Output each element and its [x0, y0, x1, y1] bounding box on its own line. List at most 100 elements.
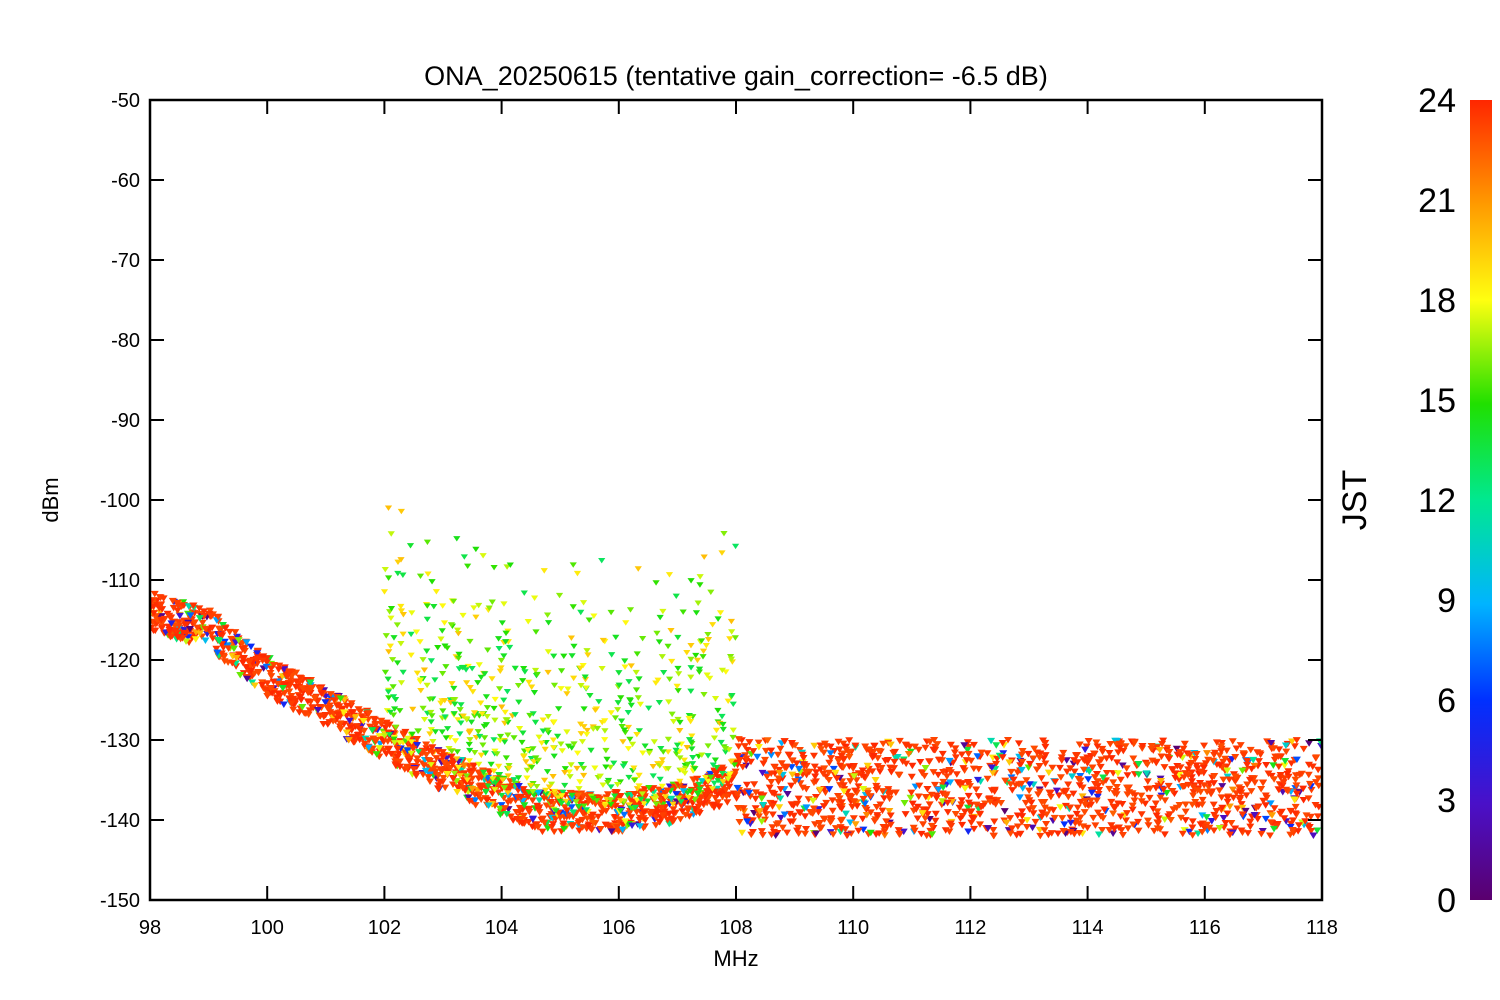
y-tick-label: -50: [111, 90, 140, 112]
scatter-point: [685, 715, 693, 722]
noise-sample: [658, 812, 667, 819]
scatter-point: [500, 601, 508, 607]
scatter-point: [702, 775, 710, 781]
noise-sample: [1005, 759, 1014, 766]
scatter-point: [502, 630, 510, 637]
noise-sample: [368, 727, 377, 734]
noise-sample: [1070, 768, 1079, 776]
noise-sample: [1219, 776, 1228, 784]
noise-sample: [173, 607, 182, 615]
noise-sample: [647, 808, 656, 816]
noise-sample: [504, 792, 513, 799]
scatter-point: [687, 688, 695, 695]
scatter-point: [391, 706, 399, 712]
noise-sample: [957, 751, 966, 759]
noise-sample: [1087, 797, 1096, 805]
scatter-point: [477, 674, 485, 681]
x-tick-label: 112: [954, 917, 986, 939]
scatter-point: [639, 750, 647, 756]
scatter-point: [687, 665, 695, 671]
scatter-point: [696, 582, 704, 588]
noise-sample: [401, 728, 410, 736]
noise-sample: [1122, 765, 1131, 772]
noise-sample: [923, 785, 932, 793]
noise-sample: [563, 807, 572, 814]
noise-sample: [1066, 819, 1075, 827]
noise-sample: [1280, 762, 1289, 769]
noise-sample: [377, 717, 386, 725]
noise-sample: [274, 666, 283, 673]
scatter-point: [454, 764, 463, 771]
scatter-point: [384, 505, 393, 511]
noise-sample: [253, 650, 262, 657]
noise-sample: [1225, 831, 1234, 839]
scatter-point: [428, 579, 436, 585]
noise-sample: [506, 813, 515, 820]
noise-sample: [815, 820, 824, 827]
noise-sample: [894, 827, 903, 834]
noise-sample: [739, 805, 748, 812]
noise-sample: [826, 755, 835, 762]
noise-sample: [816, 786, 825, 794]
scatter-point: [399, 612, 407, 618]
noise-sample: [990, 818, 999, 826]
noise-sample: [344, 737, 353, 744]
scatter-point: [607, 710, 615, 716]
scatter-point: [443, 645, 451, 651]
noise-sample: [354, 706, 363, 713]
noise-sample: [1308, 763, 1317, 771]
scatter-point: [563, 691, 571, 697]
noise-sample: [150, 590, 159, 598]
scatter-point: [540, 568, 548, 574]
noise-sample: [1269, 745, 1278, 752]
noise-sample: [370, 716, 379, 724]
y-tick-label: -70: [111, 250, 140, 272]
noise-sample: [879, 740, 888, 748]
noise-sample: [282, 673, 291, 680]
noise-sample: [870, 752, 879, 760]
noise-sample: [1294, 828, 1303, 835]
noise-sample: [770, 764, 779, 771]
noise-sample: [1189, 784, 1198, 791]
noise-sample: [870, 742, 879, 750]
noise-sample: [481, 788, 490, 796]
noise-sample: [434, 785, 443, 792]
noise-sample: [428, 749, 437, 757]
noise-sample: [1179, 745, 1188, 753]
noise-sample: [1107, 755, 1116, 762]
noise-sample: [182, 638, 191, 645]
scatter-point: [619, 763, 627, 769]
scatter-point: [423, 539, 432, 546]
scatter-point: [386, 643, 394, 650]
noise-sample: [681, 811, 690, 819]
noise-sample: [333, 711, 342, 718]
scatter-point: [447, 700, 455, 706]
scatter-point: [612, 634, 620, 641]
noise-sample: [1305, 740, 1314, 747]
noise-sample: [603, 791, 612, 798]
noise-sample: [694, 803, 703, 811]
noise-sample: [1270, 825, 1279, 833]
scatter-point: [593, 798, 601, 804]
noise-sample: [1152, 759, 1161, 767]
scatter-point: [504, 732, 512, 738]
noise-sample: [1288, 827, 1297, 834]
scatter-point: [487, 761, 495, 768]
noise-sample: [1056, 804, 1065, 811]
noise-sample: [353, 731, 362, 739]
noise-sample: [819, 770, 828, 778]
y-tick-label: -80: [111, 330, 140, 352]
noise-sample: [1031, 818, 1040, 826]
scatter-point: [668, 658, 676, 665]
noise-sample: [1015, 794, 1024, 801]
scatter-point: [726, 771, 734, 777]
noise-sample: [1087, 789, 1096, 797]
scatter-point: [380, 733, 389, 739]
noise-sample: [1007, 768, 1016, 776]
noise-sample: [1229, 794, 1238, 802]
noise-sample: [355, 725, 364, 733]
noise-sample: [999, 750, 1008, 757]
scatter-point: [491, 696, 499, 703]
noise-sample: [990, 786, 999, 794]
noise-sample: [1164, 782, 1173, 790]
